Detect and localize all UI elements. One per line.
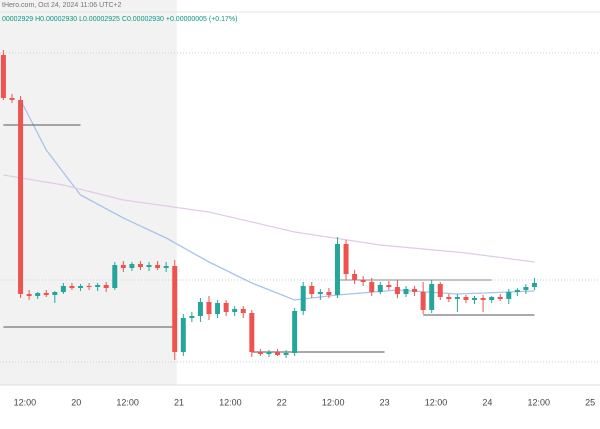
- x-tick-label: 12:00: [425, 397, 448, 407]
- candle-body: [215, 303, 221, 314]
- x-tick-label: 20: [71, 397, 81, 407]
- candle-body: [334, 244, 340, 295]
- x-tick-label: 12:00: [527, 397, 550, 407]
- x-tick-label: 12:00: [14, 397, 37, 407]
- candle-body: [86, 286, 92, 287]
- candle-body: [266, 352, 272, 354]
- candle-body: [412, 289, 418, 292]
- candle-body: [43, 293, 49, 295]
- candle-body: [223, 303, 229, 312]
- candle-body: [463, 297, 469, 300]
- candle-body: [369, 282, 375, 292]
- candle-body: [35, 293, 41, 296]
- x-tick-label: 25: [585, 397, 595, 407]
- candle-body: [232, 309, 238, 312]
- candle-body: [189, 316, 195, 318]
- candle-body: [292, 311, 298, 353]
- candle-body: [531, 283, 537, 287]
- candle-body: [523, 287, 529, 290]
- candle-body: [18, 100, 24, 294]
- candle-body: [180, 318, 186, 352]
- candle-body: [283, 353, 289, 355]
- candle-body: [275, 352, 281, 355]
- x-tick-label: 12:00: [322, 397, 345, 407]
- candle-body: [129, 264, 135, 268]
- candle-body: [52, 292, 58, 295]
- candle-body: [360, 280, 366, 282]
- candle-body: [437, 284, 443, 297]
- candle-body: [103, 285, 109, 288]
- candle-body: [300, 286, 306, 311]
- candle-body: [454, 297, 460, 299]
- candle-body: [249, 313, 255, 352]
- candle-body: [514, 290, 520, 292]
- candle-body: [78, 286, 84, 288]
- candle-body: [257, 352, 263, 354]
- x-tick-label: 23: [380, 397, 390, 407]
- x-tick-label: 12:00: [116, 397, 139, 407]
- x-tick-label: 21: [174, 397, 184, 407]
- candle-body: [240, 309, 246, 313]
- candle-body: [206, 302, 212, 314]
- candle-body: [472, 298, 478, 300]
- candle-body: [317, 292, 323, 294]
- candle-body: [95, 285, 101, 287]
- candle-body: [197, 302, 203, 316]
- candle-body: [60, 286, 66, 292]
- candle-body: [420, 292, 426, 310]
- candle-body: [386, 285, 392, 287]
- candle-body: [69, 286, 75, 288]
- candle-body: [489, 297, 495, 300]
- candle-body: [394, 287, 400, 294]
- candle-body: [446, 297, 452, 299]
- candle-body: [377, 285, 383, 292]
- candle-body: [155, 265, 161, 268]
- chart-subtitle: 00002929 H0.00002930 L0.00002925 C0.0000…: [2, 16, 238, 23]
- candle-body: [112, 265, 118, 288]
- chart-title: tHero.com, Oct 24, 2024 11:06 UTC+2: [2, 2, 122, 9]
- candle-body: [429, 284, 435, 310]
- candle-body: [497, 297, 503, 299]
- candle-body: [9, 98, 15, 100]
- candle-body: [326, 292, 332, 295]
- candle-body: [480, 298, 486, 300]
- candle-body: [309, 286, 315, 294]
- x-tick-label: 24: [482, 397, 492, 407]
- candle-body: [26, 294, 32, 296]
- candle-body: [137, 264, 143, 267]
- indicator-line: [3, 174, 535, 263]
- candle-body: [146, 265, 152, 267]
- candle-body: [163, 266, 169, 268]
- x-tick-label: 12:00: [219, 397, 242, 407]
- candle-body: [352, 274, 358, 280]
- candle-body: [506, 292, 512, 299]
- candle-body: [120, 265, 126, 268]
- x-tick-label: 22: [277, 397, 287, 407]
- candle-body: [343, 244, 349, 274]
- candle-body: [0, 55, 6, 98]
- candle-body: [403, 289, 409, 294]
- session-shade: [0, 0, 177, 385]
- candle-body: [172, 266, 178, 352]
